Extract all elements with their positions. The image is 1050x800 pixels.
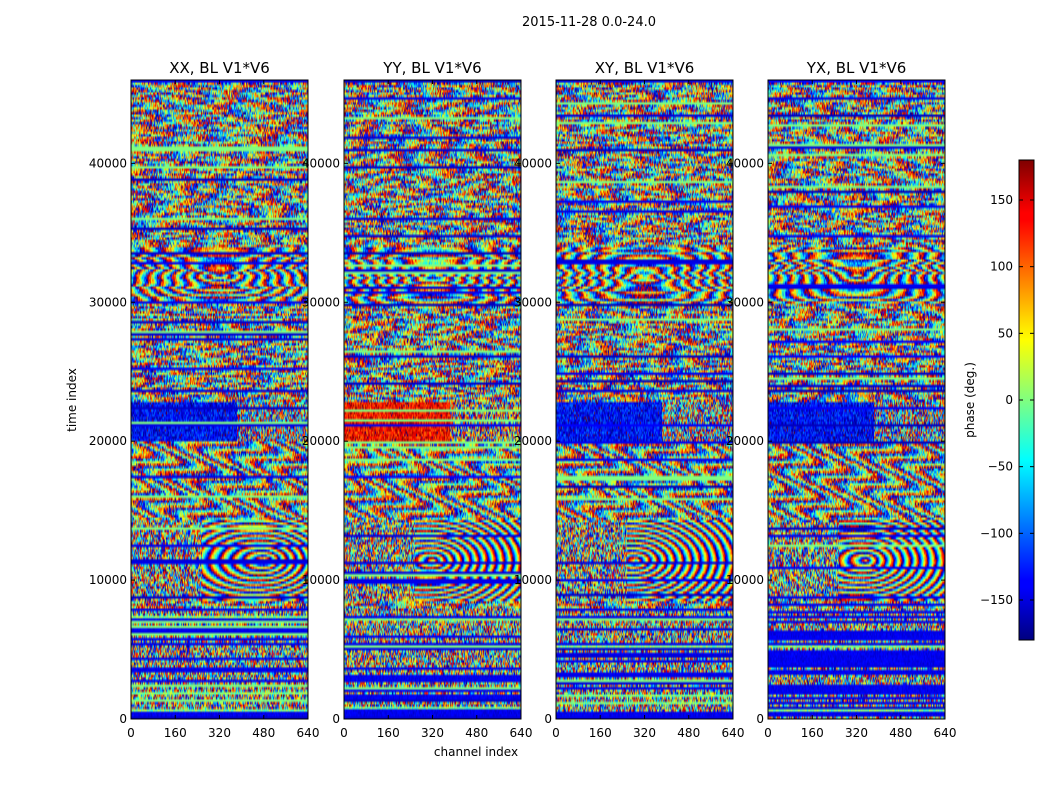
colorbar-tick-label: 0	[1005, 393, 1013, 407]
panel-3-heatmap	[556, 80, 733, 719]
y-tick-label: 20000	[726, 434, 764, 448]
heatmap-canvas	[768, 80, 945, 719]
x-tick-label: 480	[677, 726, 700, 740]
x-tick-label: 640	[510, 726, 533, 740]
panel-2-heatmap	[344, 80, 521, 719]
y-tick-label: 40000	[89, 156, 127, 170]
colorbar-tick-label: 150	[990, 193, 1013, 207]
y-tick-label: 40000	[514, 156, 552, 170]
y-tick-label: 10000	[514, 573, 552, 587]
y-tick-label: 20000	[514, 434, 552, 448]
panel-1: XX, BL V1*V6 0 160 320 480 640 0 10000 20000 3000…	[89, 59, 320, 740]
x-tick-label: 640	[297, 726, 320, 740]
x-tick-label: 0	[340, 726, 348, 740]
y-tick-label: 0	[332, 712, 340, 726]
y-tick-label: 10000	[726, 573, 764, 587]
heatmap-canvas	[131, 80, 308, 719]
x-tick-label: 160	[377, 726, 400, 740]
figure-title: 2015-11-28 0.0-24.0	[522, 15, 656, 30]
x-tick-label: 320	[633, 726, 656, 740]
panel-3-title: XY, BL V1*V6	[595, 59, 695, 77]
x-tick-label: 0	[127, 726, 135, 740]
x-tick-label: 0	[764, 726, 772, 740]
colorbar: 150 100 50 0 −50 −100 −150 phase (deg.)	[963, 159, 1035, 641]
x-tick-label: 320	[421, 726, 444, 740]
x-tick-label: 160	[589, 726, 612, 740]
panel-2: YY, BL V1*V6 0 160 320 480 640 0 10000 20000 3000…	[302, 59, 533, 740]
y-tick-label: 0	[544, 712, 552, 726]
colorbar-ticks: 150 100 50 0 −50 −100 −150	[980, 193, 1034, 607]
colorbar-tick-label: −50	[988, 460, 1013, 474]
colorbar-tick-label: 100	[990, 260, 1013, 274]
y-tick-label: 20000	[302, 434, 340, 448]
panel-4-heatmap	[768, 80, 945, 719]
y-tick-label: 40000	[302, 156, 340, 170]
heatmap-canvas	[556, 80, 733, 719]
panel-1-heatmap	[131, 80, 308, 719]
panel-2-title: YY, BL V1*V6	[382, 59, 481, 77]
x-tick-label: 160	[164, 726, 187, 740]
colorbar-tick-label: 50	[998, 326, 1013, 340]
x-tick-label: 0	[552, 726, 560, 740]
panel-4-title: YX, BL V1*V6	[806, 59, 907, 77]
y-tick-label: 30000	[514, 295, 552, 309]
x-tick-label: 160	[801, 726, 824, 740]
x-tick-label: 320	[208, 726, 231, 740]
y-tick-label: 10000	[302, 573, 340, 587]
x-tick-label: 480	[889, 726, 912, 740]
panel-1-title: XX, BL V1*V6	[169, 59, 270, 77]
y-tick-label: 0	[756, 712, 764, 726]
panel-3: XY, BL V1*V6 0 160 320 480 640 0 10000 20000 3000…	[514, 59, 745, 740]
x-tick-label: 480	[252, 726, 275, 740]
y-tick-label: 30000	[726, 295, 764, 309]
panel-4: YX, BL V1*V6 0 160 320 480 640 0 10000 20000 3000…	[726, 59, 957, 740]
x-tick-label: 320	[845, 726, 868, 740]
panels: XX, BL V1*V6 0 160 320 480 640 0 10000 20000 3000…	[89, 59, 957, 740]
y-tick-label: 20000	[89, 434, 127, 448]
colorbar-tick-label: −100	[980, 526, 1013, 540]
x-axis-label: channel index	[434, 745, 518, 759]
x-tick-label: 480	[465, 726, 488, 740]
y-tick-label: 30000	[302, 295, 340, 309]
y-tick-label: 30000	[89, 295, 127, 309]
y-axis-label: time index	[65, 368, 79, 432]
x-tick-label: 640	[722, 726, 745, 740]
y-tick-label: 10000	[89, 573, 127, 587]
colorbar-label: phase (deg.)	[963, 362, 977, 438]
y-tick-label: 40000	[726, 156, 764, 170]
x-tick-label: 640	[934, 726, 957, 740]
y-tick-label: 0	[119, 712, 127, 726]
heatmap-canvas	[344, 80, 521, 719]
colorbar-tick-label: −150	[980, 593, 1013, 607]
